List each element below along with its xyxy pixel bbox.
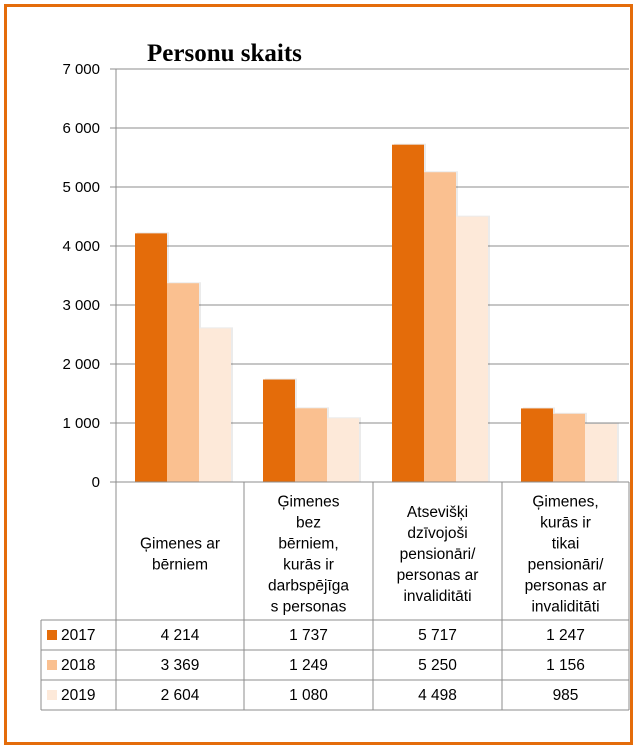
category-label-line: personas ar: [397, 567, 479, 584]
legend-key-2017: [47, 630, 57, 640]
data-cell: 3 369: [161, 657, 200, 674]
y-tick-label: 7 000: [62, 61, 100, 78]
category-label-line: bērniem,: [278, 536, 338, 553]
category-label-line: pensionāri/: [528, 557, 605, 574]
category-label-line: darbspējīga: [268, 578, 349, 595]
data-cell: 4 214: [161, 627, 200, 644]
category-label-line: kurās ir: [540, 515, 591, 532]
legend-key-2018: [47, 660, 57, 670]
legend-label: 2019: [61, 687, 95, 704]
category-label-line: Ģimenes ar: [140, 536, 220, 553]
category-label-line: personas ar: [525, 578, 607, 595]
data-cell: 4 498: [418, 687, 457, 704]
category-label-line: invaliditāti: [531, 599, 599, 616]
chart-title: Personu skaits: [147, 40, 302, 67]
category-label-line: Ģimenes,: [532, 494, 598, 511]
y-tick-label: 3 000: [62, 297, 100, 314]
category-label-line: pensionāri/: [400, 546, 477, 563]
y-tick-label: 5 000: [62, 179, 100, 196]
legend-label: 2017: [61, 627, 95, 644]
category-label-line: bērniem: [152, 557, 208, 574]
bar-2018: [424, 172, 456, 482]
category-label-line: Atsevišķi: [407, 504, 468, 521]
data-cell: 985: [553, 687, 579, 704]
category-label-line: Ģimenes: [277, 494, 339, 511]
legend-label: 2018: [61, 657, 95, 674]
category-label: Ģimenes, kurās ir tikai pensionāri/personas…: [525, 494, 607, 616]
bar-2017: [263, 379, 295, 482]
legend-key-2019: [47, 690, 57, 700]
data-cell: 1 247: [546, 627, 585, 644]
y-tick-label: 6 000: [62, 120, 100, 137]
category-label: Ģimenes ar bērniem: [140, 536, 220, 574]
bar-2019: [456, 216, 488, 483]
bar-2017: [135, 233, 167, 482]
data-table: Ģimenes ar bērniem Ģimenes bez bērniem, kurās…: [40, 482, 630, 711]
bar-2017: [392, 144, 424, 482]
category-label-line: bez: [296, 515, 321, 532]
data-cell: 1 249: [289, 657, 328, 674]
bar-2019: [585, 423, 617, 482]
y-tick-label: 1 000: [62, 415, 100, 432]
data-cell: 2 604: [161, 687, 200, 704]
y-tick-label: 4 000: [62, 238, 100, 255]
bar-2019: [199, 328, 231, 482]
data-cell: 1 080: [289, 687, 328, 704]
axes: 0 1 000 2 000 3 000 4 000 5 000 6 000 7 000: [62, 61, 629, 710]
category-label-line: kurās ir: [283, 557, 334, 574]
y-tick-label: 0: [92, 474, 100, 491]
data-cell: 1 156: [546, 657, 585, 674]
data-cell: 5 250: [418, 657, 457, 674]
category-label-line: tikai: [552, 536, 580, 553]
category-label: Atsevišķi dzīvojoši pensionāri/personas ar…: [397, 504, 479, 605]
category-label: Ģimenes bez bērniem, kurās ir darbspējīga s p…: [268, 494, 349, 616]
data-cell: 5 717: [418, 627, 457, 644]
data-cell: 1 737: [289, 627, 328, 644]
bars: [135, 143, 619, 483]
bar-2019: [327, 418, 359, 482]
bar-2018: [167, 283, 199, 482]
bar-2018: [553, 413, 585, 482]
bar-2018: [295, 408, 327, 482]
y-tick-label: 2 000: [62, 356, 100, 373]
category-label-line: s personas: [271, 599, 347, 616]
category-label-line: dzīvojoši: [407, 525, 467, 542]
category-label-line: invaliditāti: [403, 588, 471, 605]
bar-2017: [521, 408, 553, 482]
